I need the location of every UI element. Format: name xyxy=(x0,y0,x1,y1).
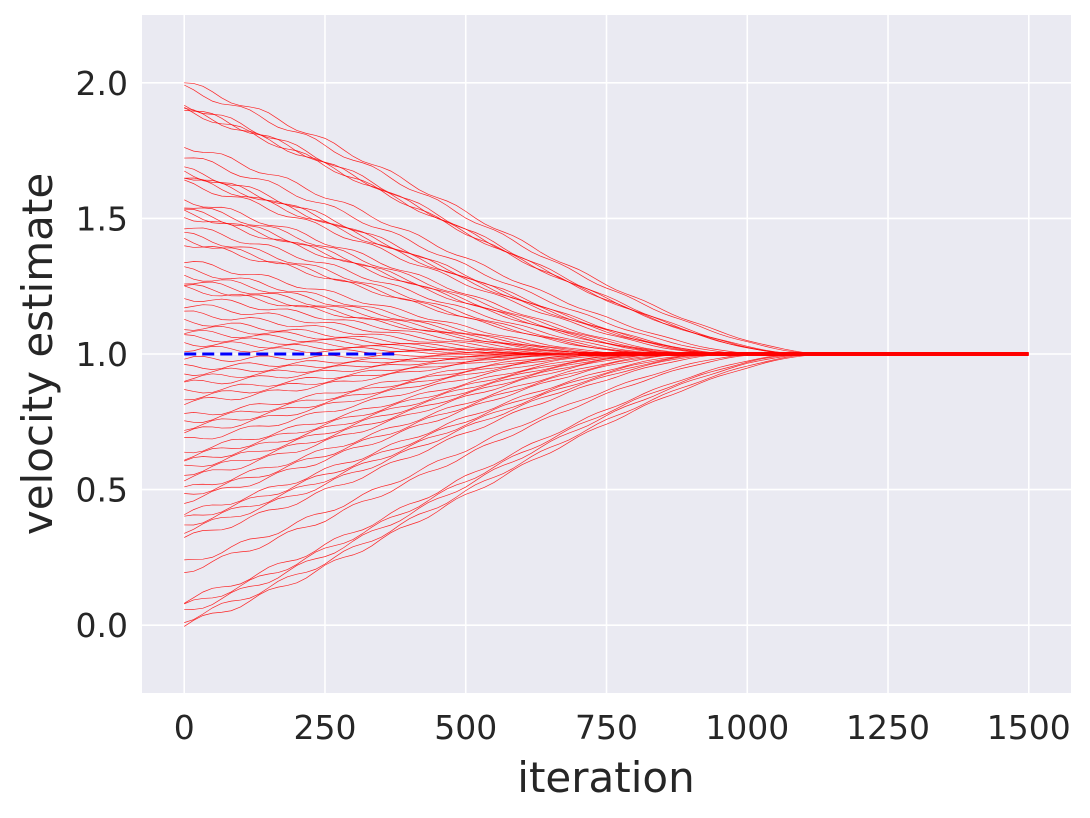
y-tick-label: 1.5 xyxy=(76,199,128,238)
x-tick-label: 1250 xyxy=(846,708,930,747)
x-tick-label: 0 xyxy=(174,708,195,747)
y-tick-label: 1.0 xyxy=(76,335,128,374)
y-axis-label: velocity estimate xyxy=(13,173,62,535)
y-tick-label: 0.0 xyxy=(76,606,128,645)
x-tick-labels: 0 250 500 750 1000 1250 1500 xyxy=(174,708,1071,747)
x-axis-label: iteration xyxy=(517,753,694,802)
y-tick-label: 2.0 xyxy=(76,64,128,103)
y-tick-label: 0.5 xyxy=(76,471,128,510)
x-tick-label: 250 xyxy=(293,708,356,747)
x-tick-label: 1500 xyxy=(987,708,1071,747)
x-tick-label: 500 xyxy=(434,708,497,747)
y-tick-labels: 0.0 0.5 1.0 1.5 2.0 xyxy=(76,64,128,645)
x-tick-label: 750 xyxy=(575,708,638,747)
trajectory-lines xyxy=(184,82,1029,627)
x-tick-label: 1000 xyxy=(705,708,789,747)
